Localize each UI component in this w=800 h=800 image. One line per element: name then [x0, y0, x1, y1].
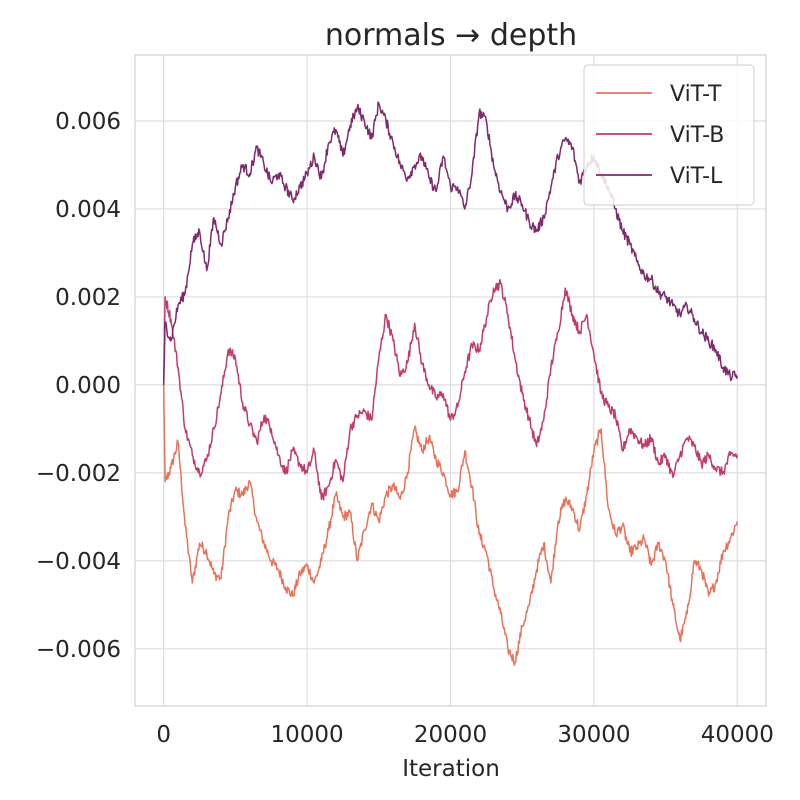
x-tick-label: 40000 [701, 722, 774, 748]
legend-label-vit-t: ViT-T [670, 82, 722, 107]
y-tick-label: −0.004 [36, 549, 121, 575]
x-tick-label: 30000 [557, 722, 630, 748]
series-group [162, 101, 739, 666]
y-tick-label: 0.006 [55, 109, 121, 135]
y-tick-label: −0.006 [36, 637, 121, 663]
x-tick-label: 10000 [271, 722, 344, 748]
y-tick-label: 0.000 [55, 373, 121, 399]
y-tick-label: 0.004 [55, 197, 121, 223]
series-line-vit-t [162, 384, 739, 666]
legend[interactable]: ViT-T ViT-B ViT-L [583, 64, 755, 206]
x-tick-labels: 0 10000 20000 30000 40000 [156, 722, 774, 748]
series-line-vit-b [162, 279, 739, 501]
chart-title: normals → depth [325, 18, 577, 53]
y-tick-label: −0.002 [36, 461, 121, 487]
x-axis-label: Iteration [402, 756, 500, 782]
plot-frame [134, 54, 767, 707]
y-tick-label: 0.002 [55, 285, 121, 311]
x-tick-label: 0 [156, 722, 171, 748]
series-line-vit-l [162, 101, 739, 385]
legend-label-vit-l: ViT-L [670, 164, 723, 189]
y-tick-labels: −0.006 −0.004 −0.002 0.000 0.002 0.004 0.006 [36, 109, 121, 663]
legend-box [583, 64, 755, 206]
x-tick-label: 20000 [414, 722, 487, 748]
legend-label-vit-b: ViT-B [670, 123, 724, 148]
